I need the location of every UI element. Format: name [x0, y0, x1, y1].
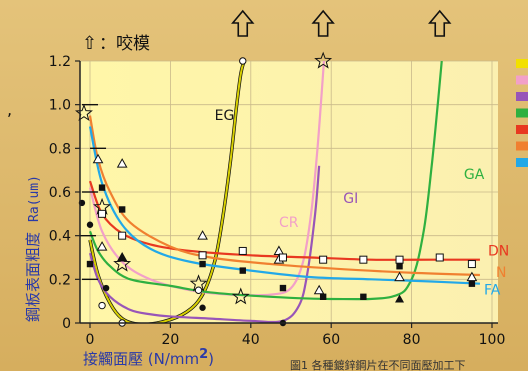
marker-open-square	[118, 231, 127, 240]
marker-filled-square	[199, 260, 206, 268]
seizure-arrow-icon	[428, 9, 452, 37]
legend-swatch	[516, 141, 528, 151]
marker-star	[75, 103, 93, 122]
x-axis-label-close: )	[208, 350, 214, 368]
marker-filled-square	[98, 184, 106, 191]
marker-filled-square	[279, 284, 287, 292]
marker-star	[231, 287, 250, 305]
y-tick-label: 0.6	[49, 185, 71, 201]
marker-open-triangle	[116, 158, 128, 168]
marker-open-triangle	[394, 271, 405, 282]
series-label-gi: GI	[343, 191, 358, 207]
legend-note-text: ：咬模	[99, 34, 150, 54]
x-tick-label: 40	[242, 332, 260, 348]
series-line-dn-5	[88, 115, 480, 277]
legend-swatch	[516, 158, 528, 167]
series-label-n: N	[496, 265, 506, 281]
legend-swatch	[516, 75, 528, 85]
marker-filled-square	[118, 206, 126, 213]
marker-star	[314, 51, 333, 69]
x-tick-label: 0	[86, 332, 95, 348]
marker-open-square	[467, 260, 476, 269]
marker-filled-triangle	[395, 294, 405, 303]
marker-filled-square	[319, 293, 327, 300]
series-label-dn: DN	[488, 243, 509, 259]
comma-mark: ,	[7, 100, 12, 119]
y-tick-label: 0	[62, 316, 71, 332]
marker-filled-square	[396, 263, 403, 270]
marker-star	[113, 254, 132, 272]
marker-filled-circle	[86, 221, 94, 228]
marker-open-square	[278, 253, 287, 262]
legend-swatch	[516, 125, 528, 134]
y-axis-label-unit: Ra(um)	[27, 175, 42, 222]
axes: 0 0.2 0.4 0.6 0.8 1.0 1.2 0 20 40 60 80 100	[49, 54, 506, 348]
series-line-ga-3	[88, 61, 443, 301]
x-tick-label: 80	[403, 332, 421, 348]
marker-filled-square	[239, 267, 246, 274]
seizure-arrow-icon	[231, 9, 255, 37]
marker-open-square	[435, 253, 444, 262]
legend-swatch	[516, 59, 528, 68]
legend-swatch	[516, 92, 528, 101]
marker-open-square	[359, 255, 368, 264]
x-axis-label-sup: 2	[199, 347, 208, 362]
marker-open-triangle	[92, 153, 104, 164]
marker-open-circle	[98, 301, 106, 310]
marker-open-square	[198, 251, 207, 260]
marker-open-triangle	[197, 230, 208, 240]
y-axis-label: 鋼板表面粗度 Ra(um)	[24, 175, 42, 322]
legend-arrow-icon: ⇧	[82, 33, 97, 54]
seizure-arrows	[231, 9, 452, 37]
marker-filled-square	[86, 260, 94, 268]
series-labels: EG CR GI GA DN FA N	[215, 108, 510, 299]
y-tick-label: 1.2	[49, 54, 71, 70]
marker-filled-circle	[199, 304, 206, 311]
marker-filled-square	[468, 280, 476, 287]
x-tick-label: 100	[479, 332, 506, 348]
series-label-fa: FA	[484, 283, 501, 299]
x-tick-label: 20	[161, 332, 179, 348]
series-label-ga: GA	[464, 167, 485, 183]
legend-swatch	[516, 108, 528, 118]
marker-open-circle	[194, 286, 203, 294]
series-label-eg: EG	[215, 108, 235, 124]
y-tick-label: 0.4	[49, 229, 71, 245]
svg-text:接觸面壓 (N/mm2): 接觸面壓 (N/mm2)	[83, 347, 214, 368]
marker-open-square	[395, 255, 404, 264]
marker-filled-triangle	[117, 253, 127, 261]
side-legend	[516, 59, 528, 167]
series-label-cr: CR	[279, 215, 299, 231]
x-axis-label-main: 接觸面壓 (N/mm	[83, 350, 199, 368]
x-tick-label: 60	[322, 332, 340, 348]
y-tick-label: 1.0	[49, 98, 71, 114]
marker-filled-square	[360, 293, 367, 300]
marker-filled-circle	[102, 284, 110, 292]
marker-open-square	[98, 209, 107, 218]
marker-open-triangle	[313, 284, 325, 295]
marker-open-triangle	[96, 241, 108, 251]
marker-open-circle	[239, 57, 247, 65]
marker-open-square	[319, 255, 328, 264]
y-axis-label-cn: 鋼板表面粗度	[24, 232, 42, 322]
y-tick-label: 0.8	[49, 141, 71, 157]
figure-caption: 圖1 各種鍍鋅鋼片在不同面壓加工下	[290, 358, 466, 371]
series-line-cr-1	[88, 61, 326, 297]
series-line-eg-0	[89, 61, 245, 323]
y-tick-label: 0.2	[49, 272, 71, 288]
marker-open-square	[238, 246, 247, 255]
legend-note: ⇧ ：咬模	[82, 33, 150, 54]
x-axis-label: 接觸面壓 (N/mm2)	[83, 347, 214, 368]
series-line-gi-2	[88, 165, 321, 323]
seizure-arrow-icon	[311, 9, 335, 37]
